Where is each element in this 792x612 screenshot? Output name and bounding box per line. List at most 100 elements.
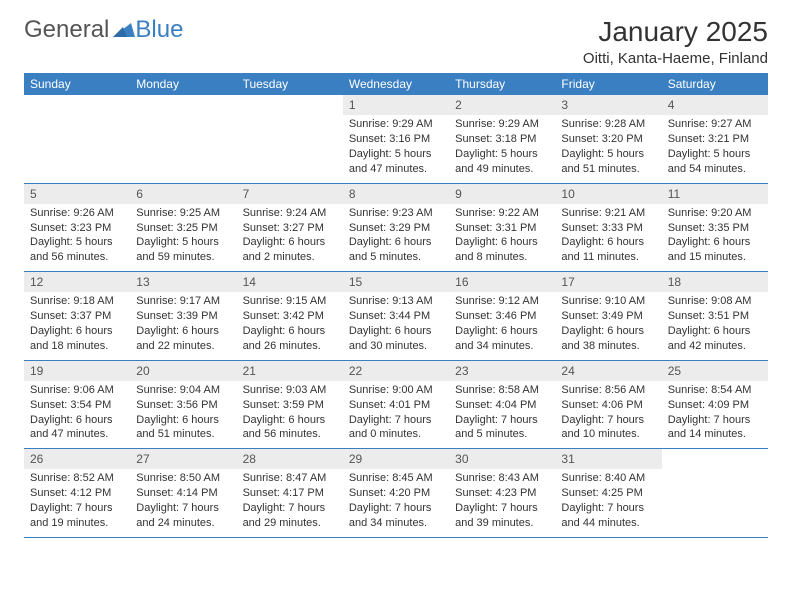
cell-body: Sunrise: 9:15 AMSunset: 3:42 PMDaylight:… <box>237 292 343 359</box>
day-number: 29 <box>343 449 449 469</box>
day-header: Saturday <box>662 73 768 95</box>
day-header: Monday <box>130 73 236 95</box>
daylight-text: Daylight: 6 hours and 38 minutes. <box>561 324 655 354</box>
day-number: 18 <box>662 272 768 292</box>
cell-body: Sunrise: 8:40 AMSunset: 4:25 PMDaylight:… <box>555 469 661 536</box>
day-header: Wednesday <box>343 73 449 95</box>
daylight-text: Daylight: 6 hours and 30 minutes. <box>349 324 443 354</box>
daylight-text: Daylight: 7 hours and 44 minutes. <box>561 501 655 531</box>
sunrise-text: Sunrise: 9:25 AM <box>136 206 230 221</box>
sunset-text: Sunset: 4:14 PM <box>136 486 230 501</box>
sunset-text: Sunset: 3:35 PM <box>668 221 762 236</box>
daylight-text: Daylight: 6 hours and 56 minutes. <box>243 413 337 443</box>
sunset-text: Sunset: 3:21 PM <box>668 132 762 147</box>
calendar: Sunday Monday Tuesday Wednesday Thursday… <box>24 73 768 538</box>
daylight-text: Daylight: 6 hours and 5 minutes. <box>349 235 443 265</box>
day-number: 25 <box>662 361 768 381</box>
day-number: 13 <box>130 272 236 292</box>
sunrise-text: Sunrise: 9:04 AM <box>136 383 230 398</box>
calendar-cell: . <box>130 95 236 183</box>
daylight-text: Daylight: 5 hours and 54 minutes. <box>668 147 762 177</box>
calendar-cell: 7Sunrise: 9:24 AMSunset: 3:27 PMDaylight… <box>237 184 343 272</box>
daylight-text: Daylight: 6 hours and 18 minutes. <box>30 324 124 354</box>
daylight-text: Daylight: 7 hours and 24 minutes. <box>136 501 230 531</box>
cell-body: Sunrise: 8:56 AMSunset: 4:06 PMDaylight:… <box>555 381 661 448</box>
title-block: January 2025 Oitti, Kanta-Haeme, Finland <box>583 16 768 67</box>
sunset-text: Sunset: 4:01 PM <box>349 398 443 413</box>
day-number: 3 <box>555 95 661 115</box>
weeks-container: ...1Sunrise: 9:29 AMSunset: 3:16 PMDayli… <box>24 95 768 538</box>
calendar-cell: 27Sunrise: 8:50 AMSunset: 4:14 PMDayligh… <box>130 449 236 537</box>
calendar-cell: 31Sunrise: 8:40 AMSunset: 4:25 PMDayligh… <box>555 449 661 537</box>
sunrise-text: Sunrise: 9:28 AM <box>561 117 655 132</box>
cell-body: Sunrise: 9:13 AMSunset: 3:44 PMDaylight:… <box>343 292 449 359</box>
daylight-text: Daylight: 7 hours and 34 minutes. <box>349 501 443 531</box>
day-number: 26 <box>24 449 130 469</box>
cell-body: Sunrise: 9:10 AMSunset: 3:49 PMDaylight:… <box>555 292 661 359</box>
cell-body: Sunrise: 9:18 AMSunset: 3:37 PMDaylight:… <box>24 292 130 359</box>
logo-mark-icon <box>113 16 135 44</box>
sunrise-text: Sunrise: 9:06 AM <box>30 383 124 398</box>
daylight-text: Daylight: 5 hours and 49 minutes. <box>455 147 549 177</box>
cell-body: Sunrise: 8:47 AMSunset: 4:17 PMDaylight:… <box>237 469 343 536</box>
cell-body: Sunrise: 9:21 AMSunset: 3:33 PMDaylight:… <box>555 204 661 271</box>
day-number: 31 <box>555 449 661 469</box>
sunset-text: Sunset: 3:18 PM <box>455 132 549 147</box>
sunrise-text: Sunrise: 8:54 AM <box>668 383 762 398</box>
sunset-text: Sunset: 3:54 PM <box>30 398 124 413</box>
calendar-cell: 22Sunrise: 9:00 AMSunset: 4:01 PMDayligh… <box>343 361 449 449</box>
calendar-cell: 28Sunrise: 8:47 AMSunset: 4:17 PMDayligh… <box>237 449 343 537</box>
day-number: 2 <box>449 95 555 115</box>
calendar-cell: 23Sunrise: 8:58 AMSunset: 4:04 PMDayligh… <box>449 361 555 449</box>
day-headers-row: Sunday Monday Tuesday Wednesday Thursday… <box>24 73 768 95</box>
cell-body: Sunrise: 9:24 AMSunset: 3:27 PMDaylight:… <box>237 204 343 271</box>
month-year: January 2025 <box>583 16 768 48</box>
sunrise-text: Sunrise: 9:08 AM <box>668 294 762 309</box>
cell-body: Sunrise: 9:29 AMSunset: 3:18 PMDaylight:… <box>449 115 555 182</box>
sunset-text: Sunset: 4:23 PM <box>455 486 549 501</box>
daylight-text: Daylight: 7 hours and 29 minutes. <box>243 501 337 531</box>
daylight-text: Daylight: 5 hours and 56 minutes. <box>30 235 124 265</box>
logo-text-blue: Blue <box>135 16 183 44</box>
sunrise-text: Sunrise: 8:56 AM <box>561 383 655 398</box>
daylight-text: Daylight: 6 hours and 8 minutes. <box>455 235 549 265</box>
sunrise-text: Sunrise: 9:22 AM <box>455 206 549 221</box>
cell-body: Sunrise: 8:43 AMSunset: 4:23 PMDaylight:… <box>449 469 555 536</box>
calendar-cell: 20Sunrise: 9:04 AMSunset: 3:56 PMDayligh… <box>130 361 236 449</box>
cell-body: Sunrise: 9:12 AMSunset: 3:46 PMDaylight:… <box>449 292 555 359</box>
sunset-text: Sunset: 3:59 PM <box>243 398 337 413</box>
calendar-cell: 30Sunrise: 8:43 AMSunset: 4:23 PMDayligh… <box>449 449 555 537</box>
day-number: 30 <box>449 449 555 469</box>
calendar-cell: 24Sunrise: 8:56 AMSunset: 4:06 PMDayligh… <box>555 361 661 449</box>
sunset-text: Sunset: 3:39 PM <box>136 309 230 324</box>
cell-body: Sunrise: 9:06 AMSunset: 3:54 PMDaylight:… <box>24 381 130 448</box>
cell-body: Sunrise: 9:17 AMSunset: 3:39 PMDaylight:… <box>130 292 236 359</box>
sunset-text: Sunset: 3:31 PM <box>455 221 549 236</box>
sunrise-text: Sunrise: 9:18 AM <box>30 294 124 309</box>
week-row: 5Sunrise: 9:26 AMSunset: 3:23 PMDaylight… <box>24 184 768 273</box>
day-number: 7 <box>237 184 343 204</box>
sunset-text: Sunset: 3:51 PM <box>668 309 762 324</box>
sunset-text: Sunset: 4:04 PM <box>455 398 549 413</box>
cell-body: Sunrise: 9:23 AMSunset: 3:29 PMDaylight:… <box>343 204 449 271</box>
day-number: 6 <box>130 184 236 204</box>
sunrise-text: Sunrise: 9:29 AM <box>455 117 549 132</box>
day-number: 15 <box>343 272 449 292</box>
sunset-text: Sunset: 4:17 PM <box>243 486 337 501</box>
sunrise-text: Sunrise: 9:17 AM <box>136 294 230 309</box>
sunset-text: Sunset: 3:16 PM <box>349 132 443 147</box>
daylight-text: Daylight: 7 hours and 19 minutes. <box>30 501 124 531</box>
daylight-text: Daylight: 7 hours and 39 minutes. <box>455 501 549 531</box>
calendar-cell: 13Sunrise: 9:17 AMSunset: 3:39 PMDayligh… <box>130 272 236 360</box>
calendar-cell: 4Sunrise: 9:27 AMSunset: 3:21 PMDaylight… <box>662 95 768 183</box>
logo: General Blue <box>24 16 183 44</box>
cell-body: Sunrise: 9:26 AMSunset: 3:23 PMDaylight:… <box>24 204 130 271</box>
calendar-cell: 8Sunrise: 9:23 AMSunset: 3:29 PMDaylight… <box>343 184 449 272</box>
day-number: 23 <box>449 361 555 381</box>
sunset-text: Sunset: 3:37 PM <box>30 309 124 324</box>
cell-body: Sunrise: 9:25 AMSunset: 3:25 PMDaylight:… <box>130 204 236 271</box>
day-header: Thursday <box>449 73 555 95</box>
sunset-text: Sunset: 4:25 PM <box>561 486 655 501</box>
day-header: Sunday <box>24 73 130 95</box>
daylight-text: Daylight: 6 hours and 2 minutes. <box>243 235 337 265</box>
